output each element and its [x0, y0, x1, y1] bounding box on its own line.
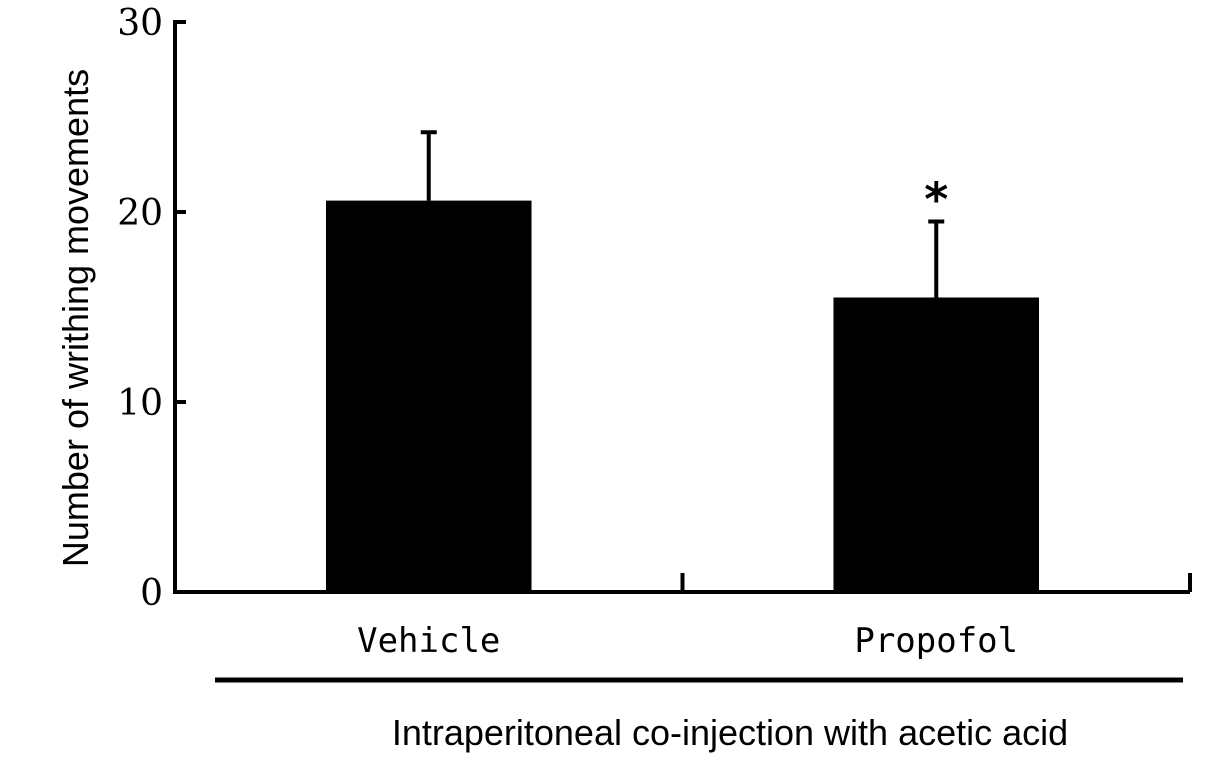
y-tick-group: 0 10 20 30 [117, 3, 186, 614]
y-tick-label: 10 [117, 383, 163, 424]
bar-propofol [833, 297, 1040, 592]
category-label-group: Vehicle Propofol [357, 621, 1018, 661]
significance-marker: * [924, 173, 948, 227]
category-label: Vehicle [357, 621, 500, 661]
x-tick-group [680, 573, 1192, 592]
bar-group: * [325, 130, 1040, 592]
y-axis-title: Number of writhing movements [55, 69, 96, 567]
group-label: Intraperitoneal co-injection with acetic… [392, 712, 1068, 753]
bar-vehicle [325, 200, 532, 592]
category-label: Propofol [854, 621, 1018, 661]
y-tick-label: 0 [140, 573, 163, 614]
y-tick-label: 30 [117, 3, 163, 44]
y-tick-label: 20 [117, 193, 163, 234]
